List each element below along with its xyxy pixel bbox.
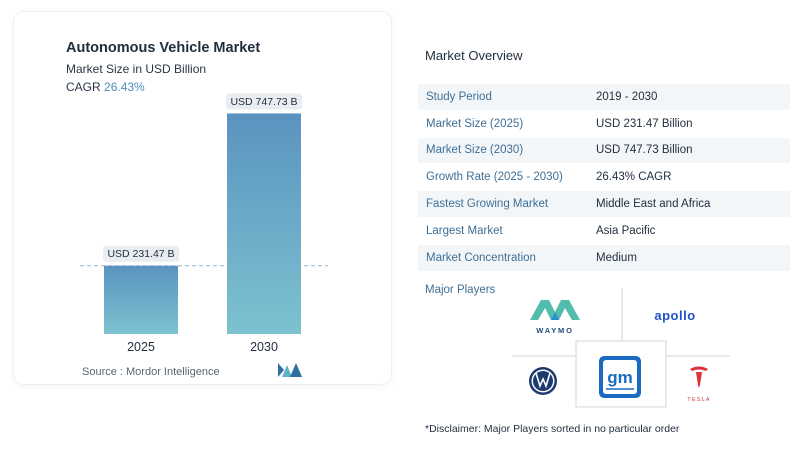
overview-value: Asia Pacific [596,224,656,237]
overview-row: Growth Rate (2025 - 2030) 26.43% CAGR [418,164,790,192]
overview-label: Market Size (2025) [426,117,524,130]
apollo-logo: apollo [654,308,695,323]
chart-card [14,12,391,384]
overview-label: Fastest Growing Market [426,198,549,211]
data-label: USD 231.47 B [107,248,174,260]
overview-row: Study Period 2019 - 2030 [418,84,790,111]
data-label-bg [103,245,179,262]
mordor-intelligence-logo [278,363,302,377]
waymo-wordmark: WAYMO [536,326,573,335]
overview-label: Market Concentration [426,251,536,264]
overview-value: USD 231.47 Billion [596,117,693,130]
waymo-logo: WAYMO [530,300,580,335]
source-text: Source : Mordor Intelligence [82,366,220,378]
overview-row: Market Size (2025) USD 231.47 Billion [418,110,790,138]
data-label-bg [226,93,302,110]
volkswagen-logo [529,367,557,395]
cagr-value: 26.43% [104,80,145,94]
overview-label: Study Period [426,90,492,103]
bar-2025 [104,265,178,334]
overview-label: Largest Market [426,224,503,237]
bar-chart: USD 231.47 B 2025 USD 747.73 B 2030 [80,93,328,354]
overview-label: Growth Rate (2025 - 2030) [426,171,563,184]
data-label: USD 747.73 B [230,96,297,108]
cagr-label: CAGR [66,80,101,94]
cagr-line: CAGR 26.43% [66,80,145,94]
x-tick-label: 2030 [250,340,278,354]
overview-value: 26.43% CAGR [596,171,672,184]
x-tick-label: 2025 [127,340,155,354]
overview-row: Market Concentration Medium [418,244,790,272]
overview-value: Medium [596,251,637,264]
overview-table: Study Period 2019 - 2030 Market Size (20… [418,84,790,272]
overview-value: Middle East and Africa [596,198,711,211]
major-players-title: Major Players [425,284,496,296]
overview-row: Market Size (2030) USD 747.73 Billion [418,137,790,165]
tesla-logo: TESLA [687,366,710,403]
disclaimer-text: *Disclaimer: Major Players sorted in no … [425,423,680,435]
overview-value: 2019 - 2030 [596,90,658,103]
chart-subtitle: Market Size in USD Billion [66,62,207,76]
overview-row: Largest Market Asia Pacific [418,217,790,245]
gm-logo: gm [599,356,641,398]
tesla-wordmark: TESLA [687,397,710,403]
bar-2030 [227,113,301,334]
apollo-wordmark: apollo [654,308,695,323]
overview-label: Market Size (2030) [426,144,524,157]
chart-title: Autonomous Vehicle Market [66,40,261,56]
overview-value: USD 747.73 Billion [596,144,693,157]
gm-wordmark: gm [607,368,633,387]
market-overview-title: Market Overview [425,48,523,63]
overview-row: Fastest Growing Market Middle East and A… [418,191,790,218]
